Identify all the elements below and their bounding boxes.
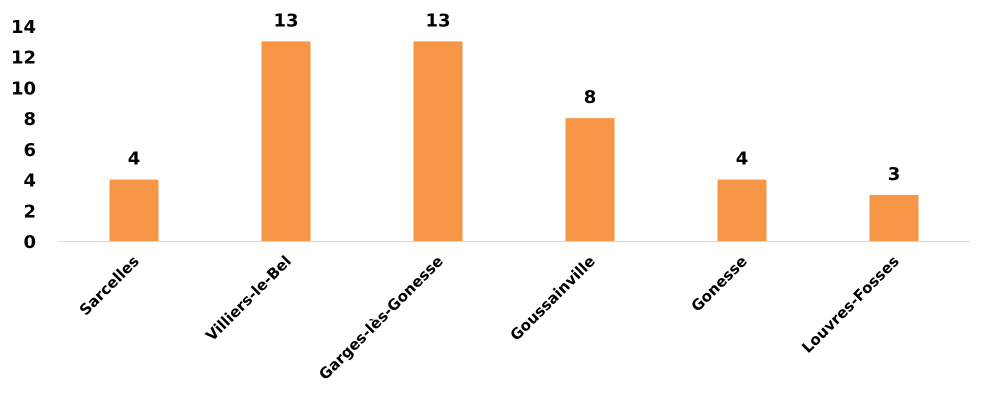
bar — [261, 41, 311, 241]
data-label: 13 — [425, 10, 450, 31]
y-tick-label: 2 — [23, 201, 36, 222]
y-tick-label: 8 — [23, 109, 36, 130]
y-axis: 0 2 4 6 8 10 12 14 — [11, 17, 36, 253]
bars-group — [109, 41, 919, 241]
x-tick-label: Villiers-le-Bel — [202, 252, 295, 345]
x-tick-label: Sarcelles — [76, 252, 143, 319]
data-label: 3 — [888, 164, 901, 185]
x-tick-label: Louvres-Fosses — [798, 252, 903, 357]
data-labels-group: 4 13 13 8 4 3 — [128, 10, 901, 185]
x-tick-label: Goussainville — [507, 252, 599, 344]
y-tick-label: 0 — [23, 232, 36, 253]
data-label: 13 — [273, 10, 298, 31]
bar — [413, 41, 463, 241]
bar — [109, 179, 159, 241]
x-tick-label: Gonesse — [688, 252, 751, 315]
x-tick-label: Garges-lès-Gonesse — [315, 252, 446, 383]
y-tick-label: 12 — [11, 48, 36, 69]
y-tick-label: 6 — [23, 140, 36, 161]
x-axis: Sarcelles Villiers-le-Bel Garges-lès-Gones… — [76, 252, 903, 383]
y-tick-label: 14 — [11, 17, 36, 38]
data-label: 4 — [736, 149, 749, 170]
bar — [869, 194, 919, 241]
bar — [717, 179, 767, 241]
bar — [565, 118, 615, 241]
data-label: 8 — [584, 87, 597, 108]
data-label: 4 — [128, 149, 141, 170]
y-tick-label: 10 — [11, 78, 36, 99]
y-tick-label: 4 — [23, 171, 36, 192]
